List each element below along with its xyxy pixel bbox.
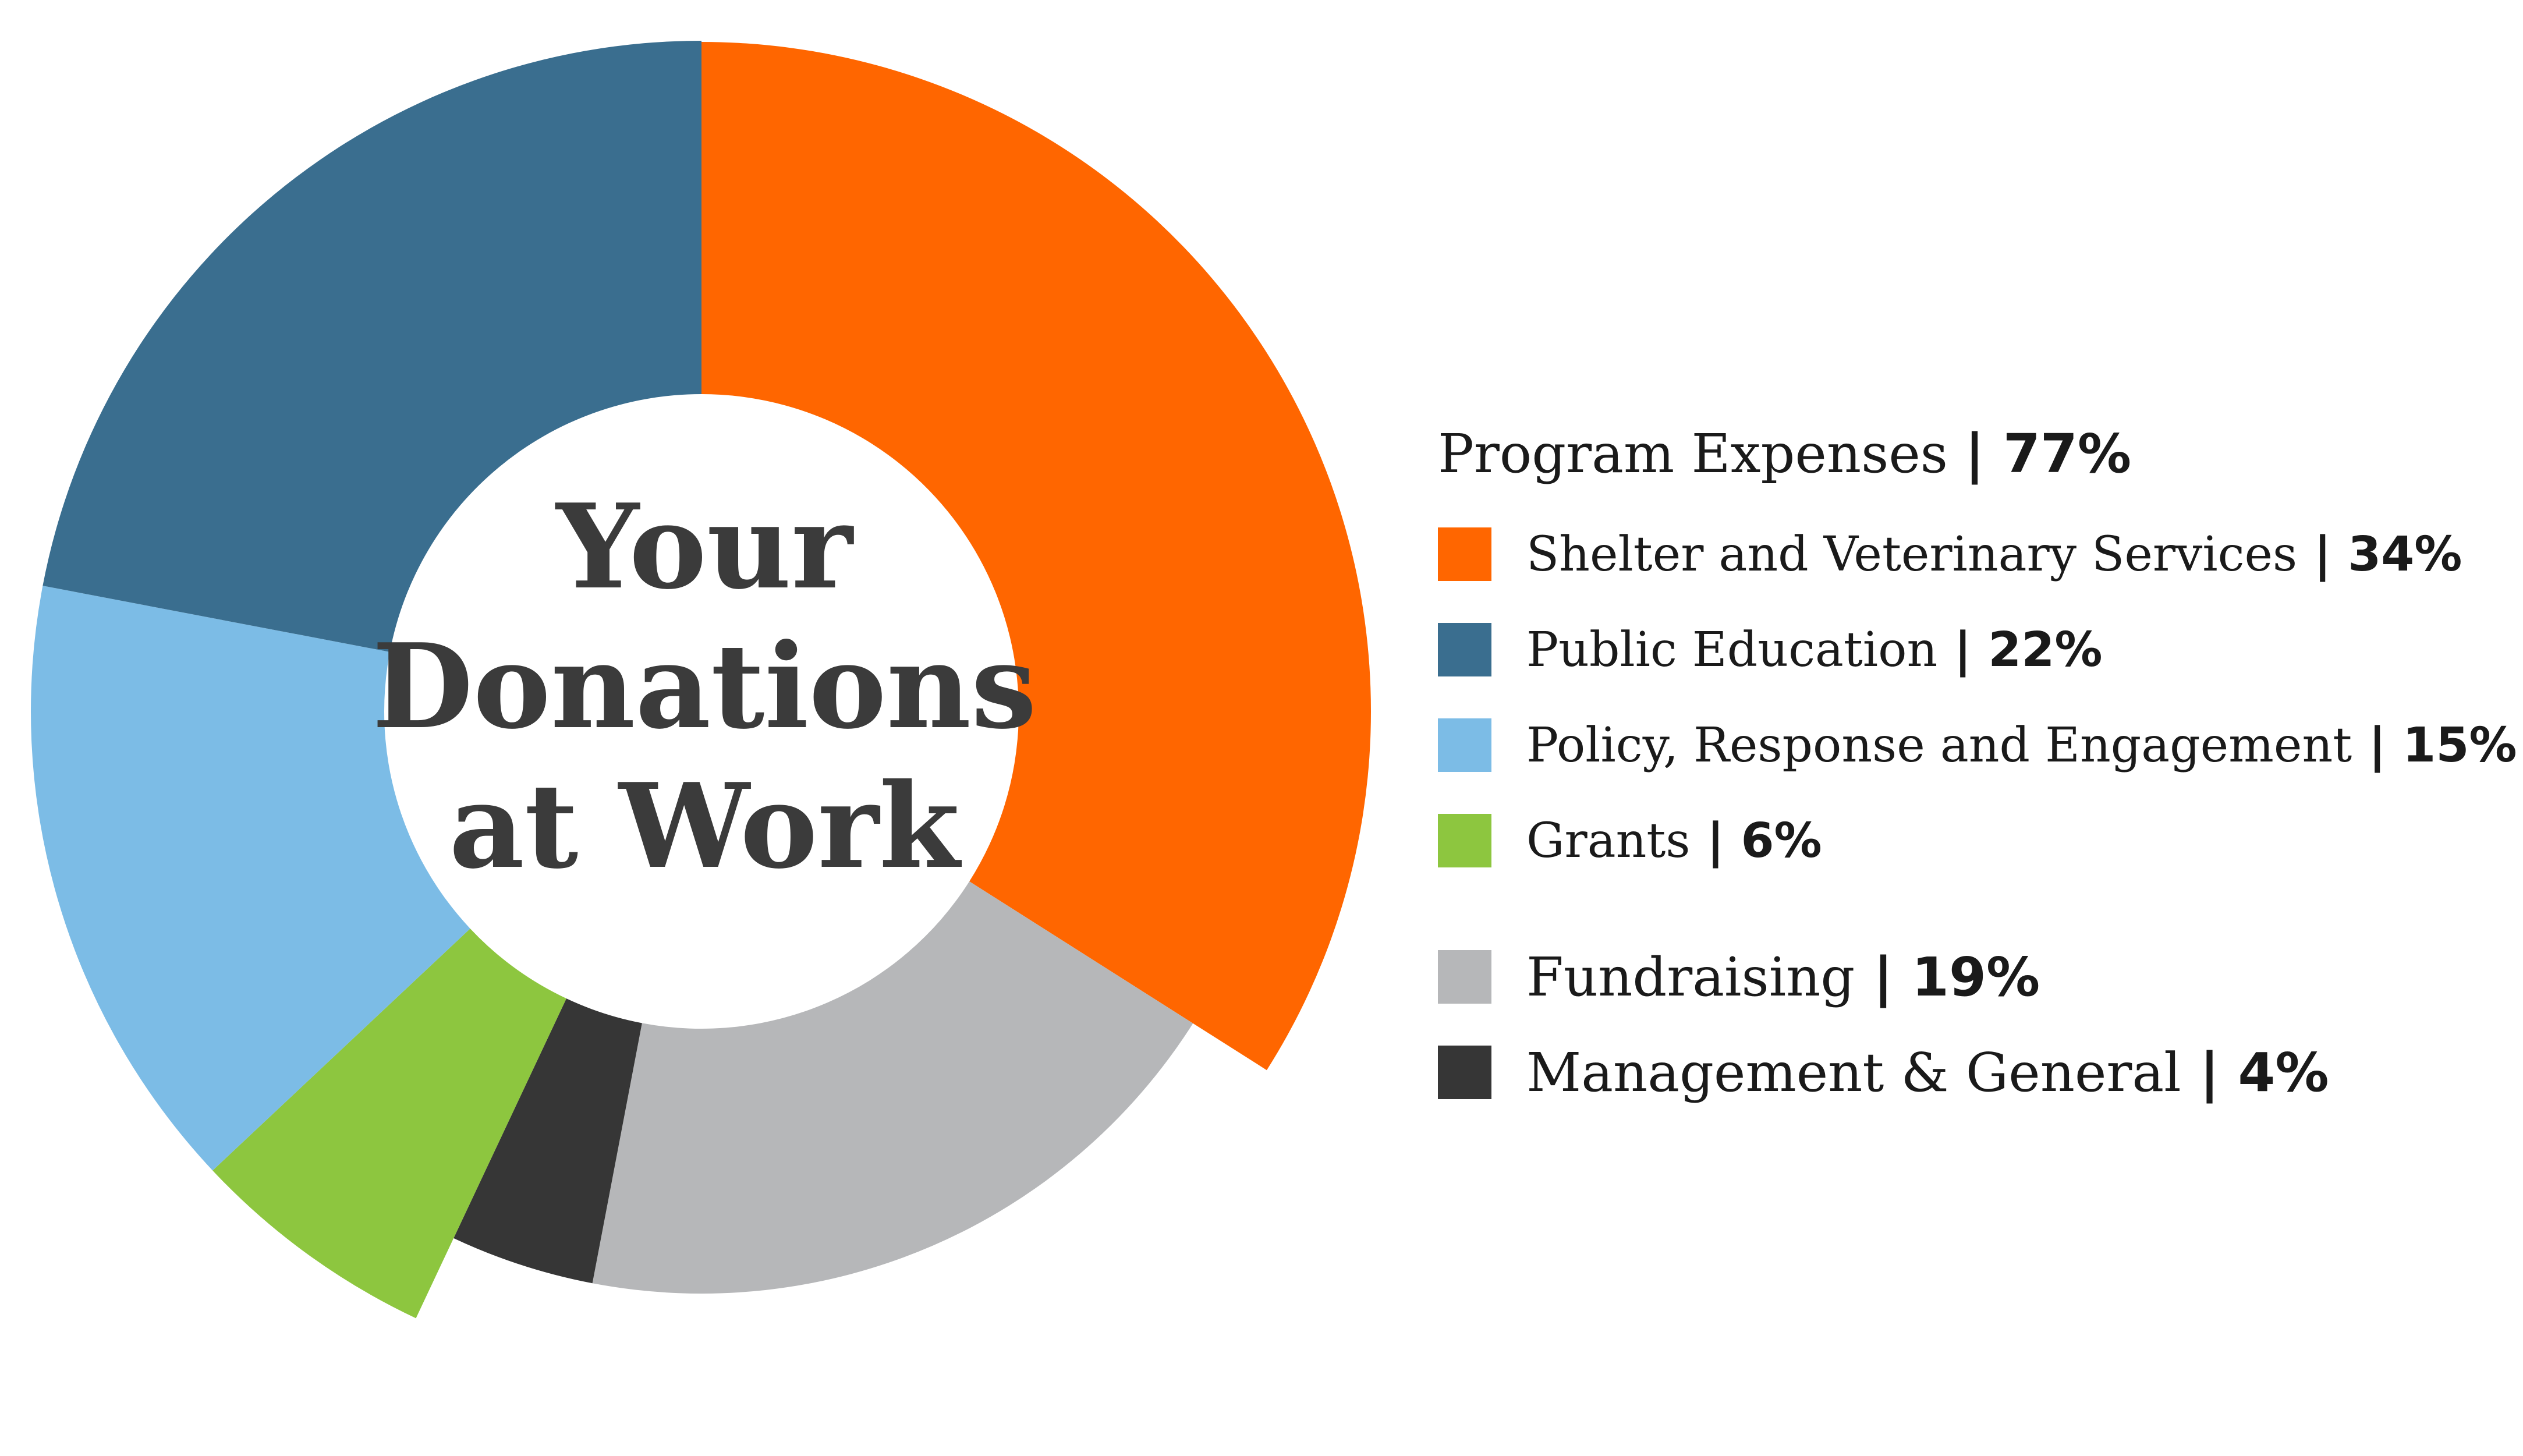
legend-value-policy: 15% [2402,717,2517,773]
legend-value-shelter: 34% [2348,526,2462,582]
legend-item-education: Public Education | 22% [1438,602,2517,697]
swatch-grants [1438,814,1491,867]
legend-value-grants: 6% [1741,813,1822,869]
legend-value-fundraising: 19% [1911,945,2040,1008]
legend-item-management: Management & General | 4% [1438,1025,2517,1120]
legend-value-education: 22% [1988,622,2103,678]
chart-title: Your Donations at Work [326,477,1083,897]
legend-label-fundraising: Fundraising | 19% [1526,945,2040,1008]
legend-label-grants: Grants | 6% [1526,813,1822,869]
donut-slices [31,40,1371,1319]
legend-item-policy: Policy, Response and Engagement | 15% [1438,697,2517,793]
swatch-education [1438,623,1491,676]
title-line-3: at Work [449,758,960,895]
slice-management [453,998,642,1284]
legend-label-management: Management & General | 4% [1526,1041,2329,1104]
swatch-shelter [1438,527,1491,581]
program-expenses-label: Program Expenses [1438,423,1948,485]
legend-item-shelter: Shelter and Veterinary Services | 34% [1438,506,2517,602]
legend-item-fundraising: Fundraising | 19% [1438,929,2517,1025]
legend: Program Expenses | 77% Shelter and Veter… [1438,402,2517,1120]
legend-item-grants: Grants | 6% [1438,793,2517,888]
slice-policy [31,586,470,1171]
slice-grants [212,929,566,1319]
slice-education [42,40,702,652]
swatch-fundraising [1438,950,1491,1004]
program-expenses-value: 77% [2003,423,2132,485]
donut-chart [31,40,1371,1319]
swatch-policy [1438,718,1491,772]
separator: | [1965,423,2003,485]
legend-label-shelter: Shelter and Veterinary Services | 34% [1526,526,2462,582]
legend-label-policy: Policy, Response and Engagement | 15% [1526,717,2517,773]
legend-label-education: Public Education | 22% [1526,622,2103,678]
swatch-management [1438,1046,1491,1099]
title-line-1: Your [556,479,853,615]
legend-heading-program-expenses: Program Expenses | 77% [1438,402,2517,506]
title-line-2: Donations [372,618,1037,755]
slice-shelter [701,42,1371,1071]
legend-value-management: 4% [2238,1041,2329,1104]
slice-fundraising [592,881,1193,1294]
